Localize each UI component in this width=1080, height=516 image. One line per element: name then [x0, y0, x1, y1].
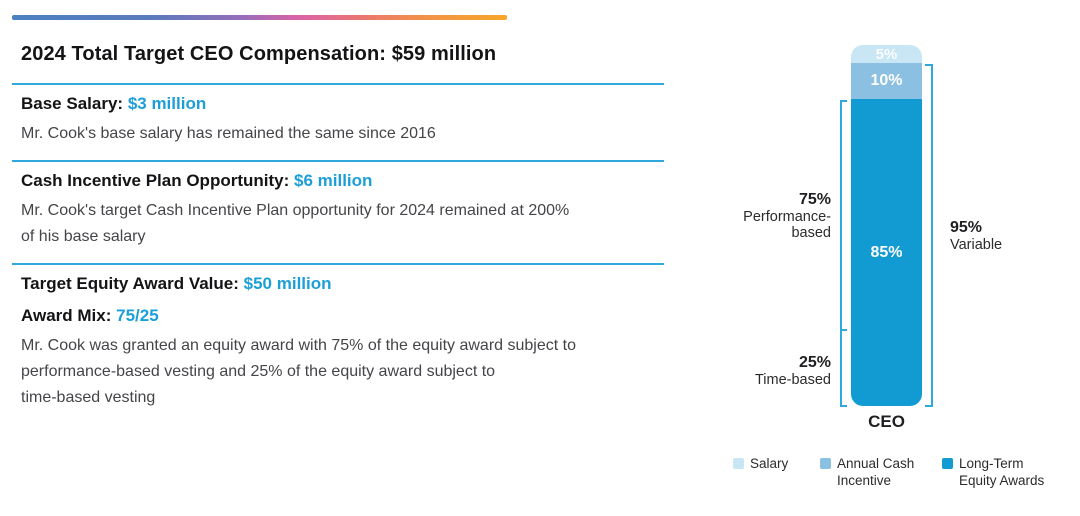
section-value: $6 million [294, 171, 373, 190]
compensation-section: Base Salary: $3 million Mr. Cook's base s… [12, 83, 664, 160]
annotation-performance-pct: 75% [798, 191, 831, 208]
equity-split-bracket-tick-middle [840, 329, 847, 331]
legend-label: Long-Term Equity Awards [959, 456, 1045, 488]
section-body-line: time-based vesting [21, 389, 156, 406]
bar-segment-label: 85% [870, 243, 903, 261]
compensation-sections: Base Salary: $3 million Mr. Cook's base s… [12, 83, 664, 424]
bar-segment-salary: 5% [851, 45, 922, 63]
section-body-line: Mr. Cook's target Cash Incentive Plan op… [21, 202, 570, 219]
section-body: Mr. Cook was granted an equity award wit… [21, 333, 664, 411]
section-label: Target Equity Award Value: [21, 274, 239, 293]
annotation-performance-based: 75% Performance-based [721, 191, 831, 241]
annotation-time-text: Time-based [754, 372, 831, 388]
legend-swatch [942, 458, 953, 469]
bar-segment-label: 5% [875, 45, 898, 63]
compensation-summary-panel: 2024 Total Target CEO Compensation: $59 … [12, 15, 664, 424]
section-value: 75/25 [116, 306, 159, 325]
equity-split-bracket-tick-top [840, 100, 847, 102]
section-label: Cash Incentive Plan Opportunity: [21, 171, 290, 190]
section-title: Target Equity Award Value: $50 million [21, 274, 664, 293]
compensation-section: Target Equity Award Value: $50 million Aw… [12, 263, 664, 424]
section-label: Base Salary: [21, 94, 124, 113]
legend-item-salary: Salary [733, 455, 788, 472]
annotation-time-pct: 25% [798, 354, 831, 371]
gradient-accent-bar [12, 15, 507, 20]
section-value: $3 million [127, 94, 207, 113]
bar-segment-long-term-equity-awards: 85% [851, 99, 922, 406]
section-title: Base Salary: $3 million [21, 94, 664, 113]
legend-swatch [733, 458, 744, 469]
equity-split-bracket-tick-bottom [840, 405, 847, 407]
legend-item-annual-cash-incentive: Annual Cash Incentive [820, 455, 932, 489]
annotation-variable-text: Variable [950, 237, 1003, 253]
section-body: Mr. Cook's target Cash Incentive Plan op… [21, 198, 664, 250]
bar-segment-label: 10% [870, 72, 903, 89]
variable-pay-bracket-tick-bottom [925, 405, 932, 407]
legend-label: Salary [750, 456, 789, 471]
variable-pay-bracket-tick-top [925, 64, 932, 66]
page-title: 2024 Total Target CEO Compensation: $59 … [21, 43, 497, 65]
annotation-variable: 95% Variable [950, 219, 1002, 253]
legend-swatch [820, 458, 831, 469]
section-body-line: performance-based vesting and 25% of the… [21, 363, 496, 380]
equity-split-bracket-line [840, 100, 842, 407]
variable-pay-bracket-line [931, 64, 933, 407]
section-body-line: Mr. Cook was granted an equity award wit… [21, 337, 576, 354]
compensation-section: Cash Incentive Plan Opportunity: $6 mill… [12, 160, 664, 263]
section-body: Mr. Cook's base salary has remained the … [21, 121, 664, 147]
annotation-time-based: 25% Time-based [755, 354, 831, 388]
bar-segment-annual-cash-incentive: 10% [851, 63, 922, 99]
section-body-line: Mr. Cook's base salary has remained the … [21, 125, 436, 142]
annotation-variable-pct: 95% [950, 219, 983, 236]
section-body-line: of his base salary [21, 228, 146, 245]
section-title: Award Mix: 75/25 [21, 306, 664, 325]
legend-label: Annual Cash Incentive [837, 456, 915, 488]
annotation-performance-text: Performance-based [743, 209, 831, 241]
section-value: $50 million [243, 274, 332, 293]
section-label: Award Mix: [21, 306, 112, 325]
ceo-pay-mix-stacked-bar: 5% 10% 85% [851, 45, 922, 406]
legend-item-long-term-equity-awards: Long-Term Equity Awards [942, 455, 1064, 489]
section-title: Cash Incentive Plan Opportunity: $6 mill… [21, 171, 664, 190]
bar-category-label: CEO [868, 412, 905, 431]
